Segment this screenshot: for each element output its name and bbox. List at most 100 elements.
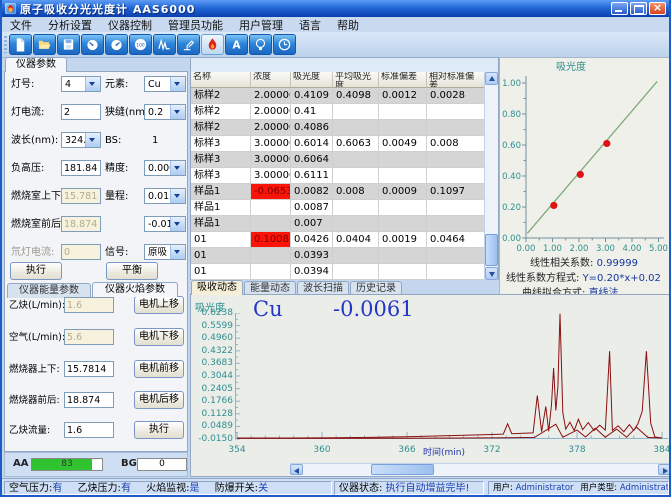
scroll-up-icon[interactable] — [485, 72, 498, 85]
lamp-gauge-icon[interactable] — [81, 34, 104, 55]
slit-combo[interactable]: 0.2 — [144, 104, 186, 120]
d2-lamp-current-label: 氘灯电流: — [11, 247, 55, 258]
table-row[interactable]: 01 0.0394 — [191, 264, 485, 280]
motor-down-button[interactable]: 电机下移 — [134, 328, 184, 346]
energy-gauge-icon[interactable] — [105, 34, 128, 55]
motor-back-button[interactable]: 电机后移 — [134, 391, 184, 409]
scroll-down-icon[interactable] — [485, 267, 498, 280]
burner-fb-label: 燃烧器前后: — [9, 395, 60, 406]
chevron-down-icon[interactable] — [170, 105, 185, 119]
tab-absorption-dynamics[interactable]: 吸收动态 — [191, 280, 243, 295]
menu-user-management[interactable]: 用户管理 — [239, 18, 283, 32]
open-folder-icon[interactable] — [33, 34, 56, 55]
menu-admin-functions[interactable]: 管理员功能 — [168, 18, 223, 32]
menu-file[interactable]: 文件 — [10, 18, 32, 32]
table-row[interactable]: 01 0.0393 — [191, 248, 485, 264]
table-cell: 样品1 — [191, 200, 251, 216]
col-rel-std-dev[interactable]: 相对标准偏差 — [427, 72, 485, 88]
gain-100-gauge-icon[interactable]: 100 — [129, 34, 152, 55]
chevron-down-icon[interactable] — [85, 77, 100, 91]
col-absorbance[interactable]: 吸光度 — [291, 72, 333, 88]
chevron-down-icon[interactable] — [170, 77, 185, 91]
acetylene-flow-input[interactable] — [64, 422, 114, 438]
tab-history[interactable]: 历史记录 — [350, 281, 402, 296]
col-std-dev[interactable]: 标准偏差 — [379, 72, 427, 88]
tab-instrument-params[interactable]: 仪器参数 — [5, 57, 67, 72]
wavelength-combo[interactable]: 324.8 — [61, 132, 101, 148]
combo-value: 0.0000 — [148, 163, 182, 174]
chevron-down-icon[interactable] — [170, 189, 185, 203]
table-cell: 标样3 — [191, 168, 251, 184]
maximize-button[interactable] — [630, 2, 647, 15]
burner-adjust-icon[interactable] — [177, 34, 200, 55]
scroll-left-icon[interactable] — [290, 464, 303, 475]
range-low-combo[interactable]: -0.0150 — [144, 216, 186, 232]
menu-language[interactable]: 语言 — [299, 18, 321, 32]
new-file-icon[interactable] — [9, 34, 32, 55]
chevron-down-icon[interactable] — [85, 133, 100, 147]
combo-value: Cu — [148, 79, 161, 90]
execute-button[interactable]: 执行 — [10, 262, 62, 280]
flame-execute-button[interactable]: 执行 — [134, 421, 184, 439]
scroll-right-icon[interactable] — [658, 464, 669, 475]
col-concentration[interactable]: 浓度 — [251, 72, 291, 88]
table-scrollbar[interactable] — [484, 72, 498, 280]
svg-text:0.20: 0.20 — [502, 203, 521, 213]
equation-line: 线性系数方程式: Y=0.20*x+0.02 — [506, 269, 661, 284]
burner-fb-input[interactable] — [64, 392, 114, 408]
results-table-panel: 名称 浓度 吸光度 平均吸光度 标准偏差 相对标准偏差 标样22.000000.… — [190, 57, 499, 280]
signal-combo[interactable]: 原吸 — [144, 244, 186, 260]
element-combo[interactable]: Cu — [144, 76, 186, 92]
tab-energy-params[interactable]: 仪器能量参数 — [7, 283, 91, 298]
lamp-turret-icon[interactable] — [249, 34, 272, 55]
chevron-down-icon[interactable] — [170, 161, 185, 175]
table-row[interactable]: 样品1 0.0087 — [191, 200, 485, 216]
table-row[interactable]: 样品1 0.007 — [191, 216, 485, 232]
wavelength-scan-icon[interactable] — [153, 34, 176, 55]
lamp-current-label: 灯电流: — [11, 107, 45, 118]
col-name[interactable]: 名称 — [191, 72, 251, 88]
lamp-no-combo[interactable]: 4 — [61, 76, 101, 92]
table-cell: 0.0394 — [291, 264, 333, 280]
balance-button[interactable]: 平衡 — [106, 262, 158, 280]
absorbance-readout: -0.0061 — [333, 297, 414, 321]
table-row[interactable]: 01 0.1008 0.0426 0.0404 0.0019 0.0464 — [191, 232, 485, 248]
table-row[interactable]: 样品1 -0.0653 0.0082 0.008 0.0009 0.1097 — [191, 184, 485, 200]
timer-icon[interactable] — [273, 34, 296, 55]
tab-wavelength-scan[interactable]: 波长扫描 — [297, 281, 349, 296]
menu-analysis-settings[interactable]: 分析设置 — [48, 18, 92, 32]
combo-value: -0.0150 — [148, 219, 185, 230]
lamp-current-input[interactable] — [61, 104, 101, 120]
neg-hv-input[interactable] — [61, 160, 101, 176]
range-combo[interactable]: 0.0150 — [144, 188, 186, 204]
scroll-thumb[interactable] — [371, 464, 434, 475]
motor-forward-button[interactable]: 电机前移 — [134, 360, 184, 378]
auto-zero-icon[interactable]: A — [225, 34, 248, 55]
flame-ignite-icon[interactable] — [201, 34, 224, 55]
menu-instrument-control[interactable]: 仪器控制 — [108, 18, 152, 32]
tab-energy-dynamics[interactable]: 能量动态 — [244, 281, 296, 296]
menu-help[interactable]: 帮助 — [337, 18, 359, 32]
status-interlocks: 空气压力:有 乙炔压力:有 火焰监视:是 防爆开关:关 — [4, 481, 332, 495]
minimize-button[interactable] — [611, 2, 628, 15]
dynamics-scrollbar[interactable] — [290, 463, 669, 476]
user-type-label: 用户类型: — [580, 483, 618, 493]
chevron-down-icon[interactable] — [170, 245, 185, 259]
tab-flame-params[interactable]: 仪器火焰参数 — [92, 282, 178, 297]
close-button[interactable] — [649, 1, 666, 15]
motor-up-button[interactable]: 电机上移 — [134, 296, 184, 314]
save-icon[interactable] — [57, 34, 80, 55]
scroll-thumb[interactable] — [485, 234, 498, 266]
chevron-down-icon[interactable] — [170, 217, 185, 231]
burner-ud-input[interactable] — [64, 361, 114, 377]
precision-combo[interactable]: 0.0000 — [144, 160, 186, 176]
col-avg-absorbance[interactable]: 平均吸光度 — [333, 72, 379, 88]
